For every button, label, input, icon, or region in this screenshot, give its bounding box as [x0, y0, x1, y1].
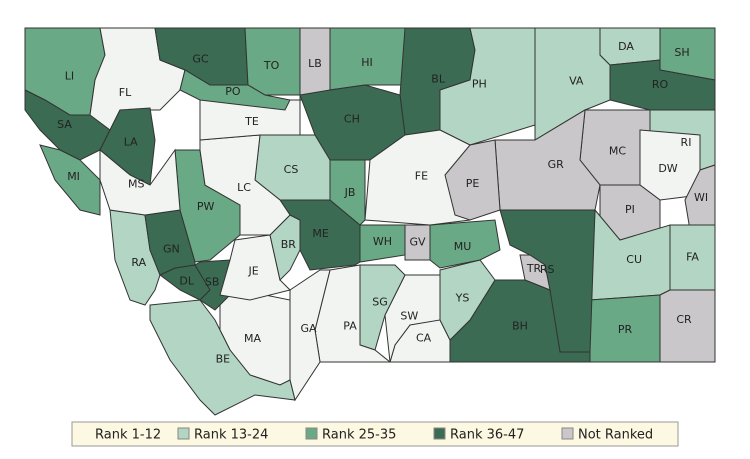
county [609, 59, 716, 111]
county-label: SH [674, 46, 689, 59]
county-label: MI [67, 170, 80, 183]
county-label: CA [416, 331, 432, 344]
county-label: GC [192, 52, 209, 65]
county [639, 129, 701, 201]
county-label: LC [237, 181, 251, 194]
county-label: SG [372, 296, 388, 309]
county-label: RS [540, 263, 555, 276]
county-label: SA [57, 118, 72, 131]
county-label: JE [247, 264, 258, 277]
county-label: RI [681, 136, 692, 149]
county-label: DA [618, 40, 634, 53]
legend-label: Rank 25-35 [322, 428, 396, 443]
county-label: DW [658, 162, 677, 175]
legend-label: Not Ranked [578, 428, 653, 443]
county-label: FL [119, 86, 132, 99]
legend-swatch [305, 427, 318, 440]
county [429, 219, 501, 269]
county-label: CR [676, 313, 692, 326]
county-label: RO [652, 78, 669, 91]
county-label: LB [308, 57, 322, 70]
legend-swatch [177, 427, 190, 440]
county-label: MU [454, 240, 472, 253]
county [519, 254, 551, 291]
county [384, 274, 441, 363]
county [39, 144, 101, 216]
county-label: MS [128, 177, 144, 190]
legend-swatch [561, 427, 574, 440]
county-label: ME [312, 227, 328, 240]
county-label: YS [455, 291, 470, 304]
county-label: GN [163, 242, 180, 255]
county-label: GV [409, 236, 426, 249]
county-label: MA [244, 332, 261, 345]
county [149, 299, 296, 416]
county-label: LI [65, 69, 74, 82]
legend-label: Rank 1-12 [95, 428, 161, 443]
county-label: FE [415, 169, 428, 182]
legend-label: Rank 13-24 [194, 428, 268, 443]
county-label: JB [344, 186, 356, 199]
county-label: GA [301, 322, 318, 335]
county [659, 289, 716, 363]
county-label: PO [225, 85, 241, 98]
county-label: SB [205, 275, 220, 288]
county [329, 27, 406, 91]
county [199, 134, 291, 236]
county-labels: LI FL GC TO LB HI BL PH VA DA SH RO RI MC DW GR PI WI CU FA… [57, 40, 708, 365]
county-label: LA [124, 136, 138, 149]
county [179, 69, 291, 111]
county-label: TE [244, 115, 259, 128]
county-label: BH [512, 319, 528, 332]
legend-label: Rank 36-47 [450, 428, 524, 443]
county-label: CS [284, 163, 299, 176]
county-label: CH [344, 112, 360, 125]
county-label: PE [466, 177, 480, 190]
county-label: TO [263, 59, 280, 72]
county [99, 148, 181, 216]
county-label: RA [131, 256, 146, 269]
county-label: WI [694, 191, 708, 204]
county-label: PR [618, 323, 633, 336]
county-label: BR [281, 238, 297, 251]
county-label: DL [179, 274, 194, 287]
county-label: CU [626, 253, 642, 266]
county-label: WH [373, 235, 392, 248]
county-label: TR [526, 262, 542, 275]
counties [24, 27, 716, 416]
county-label: BE [216, 353, 231, 366]
county-label: MC [609, 145, 626, 158]
legend-box [71, 421, 679, 447]
county-label: PA [343, 319, 357, 332]
county-label: GR [548, 158, 565, 171]
county [444, 139, 501, 221]
legend: Rank 1-12 Rank 13-24 Rank 25-35 Rank 36-47 N… [71, 421, 679, 447]
county-label: BL [431, 73, 446, 86]
county-label: FA [686, 251, 699, 264]
county-label: SW [400, 310, 418, 323]
county-label: HI [361, 56, 373, 69]
county-label: VA [569, 74, 584, 87]
county [244, 27, 301, 96]
county [194, 259, 236, 311]
county-label: PW [197, 200, 215, 213]
legend-swatch [433, 427, 446, 440]
county-label: PI [625, 203, 635, 216]
county-label: PH [472, 78, 487, 91]
